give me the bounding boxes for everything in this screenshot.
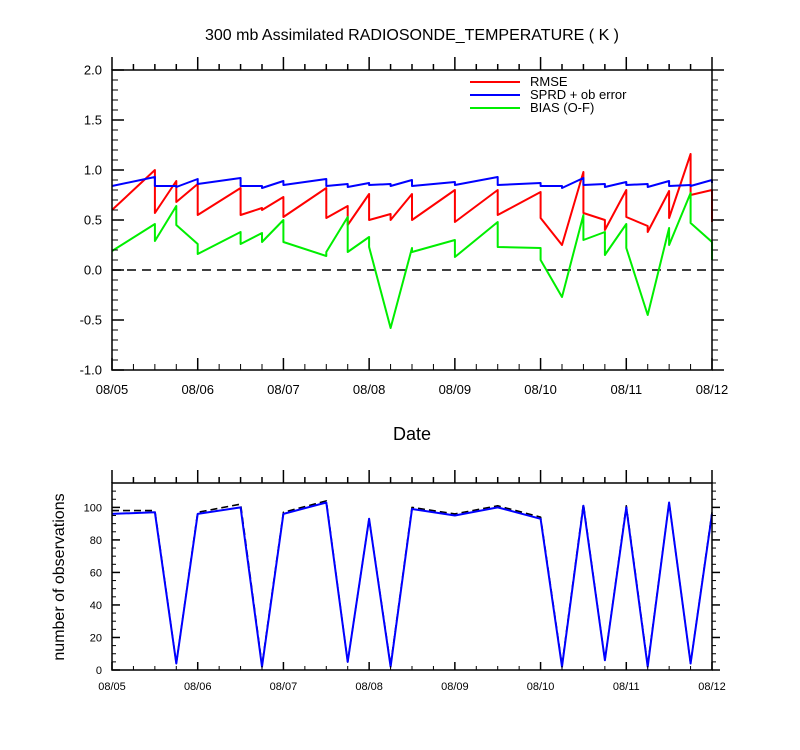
p2-ytick-label: 60 bbox=[90, 567, 102, 579]
p2-ytick-label: 40 bbox=[90, 600, 102, 612]
p2-xtick-label: 08/10 bbox=[527, 681, 555, 693]
p2-xtick-label: 08/06 bbox=[184, 681, 212, 693]
top-panel: 300 mb Assimilated RADIOSONDE_TEMPERATUR… bbox=[80, 27, 729, 444]
p2-xtick-label: 08/08 bbox=[355, 681, 383, 693]
p1-xtick-label: 08/05 bbox=[96, 382, 129, 397]
p1-xtick-label: 08/07 bbox=[267, 382, 300, 397]
p2-xtick-label: 08/09 bbox=[441, 681, 469, 693]
top-plot-frame bbox=[111, 69, 713, 371]
legend-label: RMSE bbox=[530, 74, 568, 89]
p1-xtick-label: 08/12 bbox=[696, 382, 729, 397]
x-axis-label: Date bbox=[393, 424, 431, 444]
legend-label: SPRD + ob error bbox=[530, 87, 627, 102]
p2-ytick-label: 100 bbox=[84, 502, 102, 514]
p2-series-line-possible bbox=[112, 500, 713, 666]
p2-xtick-label: 08/05 bbox=[98, 681, 126, 693]
p2-ytick-label: 80 bbox=[90, 535, 102, 547]
p1-xtick-label: 08/11 bbox=[610, 382, 642, 397]
p1-ytick-label: 1.0 bbox=[84, 163, 102, 178]
chart-title: 300 mb Assimilated RADIOSONDE_TEMPERATUR… bbox=[205, 27, 619, 44]
bottom-panel: 08/05 08/06 08/07 08/08 08/09 08/10 08/11 08/12… bbox=[51, 470, 726, 693]
p2-ytick-label: 0 bbox=[96, 665, 102, 677]
p1-xtick-label: 08/10 bbox=[524, 382, 557, 397]
p1-ytick-label: 2.0 bbox=[84, 63, 102, 78]
p1-series-line-bias-o-f bbox=[111, 192, 713, 329]
legend-label: BIAS (O-F) bbox=[530, 100, 594, 115]
top-axis-ticks: 08/05 08/06 08/07 08/08 08/09 08/10 08/11 08/12… bbox=[80, 57, 729, 397]
p2-xtick-label: 08/12 bbox=[698, 681, 726, 693]
top-series-group bbox=[111, 153, 713, 329]
p2-series-line-used bbox=[111, 501, 713, 668]
p1-ytick-label: -1.0 bbox=[80, 363, 102, 378]
p1-xtick-label: 08/08 bbox=[353, 382, 386, 397]
p1-ytick-label: 0.5 bbox=[84, 213, 102, 228]
p1-ytick-label: 1.5 bbox=[84, 113, 102, 128]
bottom-axis-ticks: 08/05 08/06 08/07 08/08 08/09 08/10 08/11 08/12… bbox=[84, 470, 726, 693]
p1-xtick-label: 08/09 bbox=[439, 382, 472, 397]
bottom-plot-frame bbox=[111, 482, 713, 671]
p1-ytick-label: -0.5 bbox=[80, 313, 102, 328]
p1-series-line-rmse bbox=[111, 153, 713, 246]
p2-ytick-label: 20 bbox=[90, 632, 102, 644]
y-axis-label-observations: number of observations bbox=[51, 493, 68, 660]
p2-xtick-label: 08/07 bbox=[270, 681, 298, 693]
p1-ytick-label: 0.0 bbox=[84, 263, 102, 278]
p1-series-line-sprd-ob-error bbox=[111, 176, 713, 189]
bottom-series-group bbox=[111, 500, 713, 668]
p1-xtick-label: 08/06 bbox=[181, 382, 214, 397]
p2-xtick-label: 08/11 bbox=[613, 681, 640, 693]
